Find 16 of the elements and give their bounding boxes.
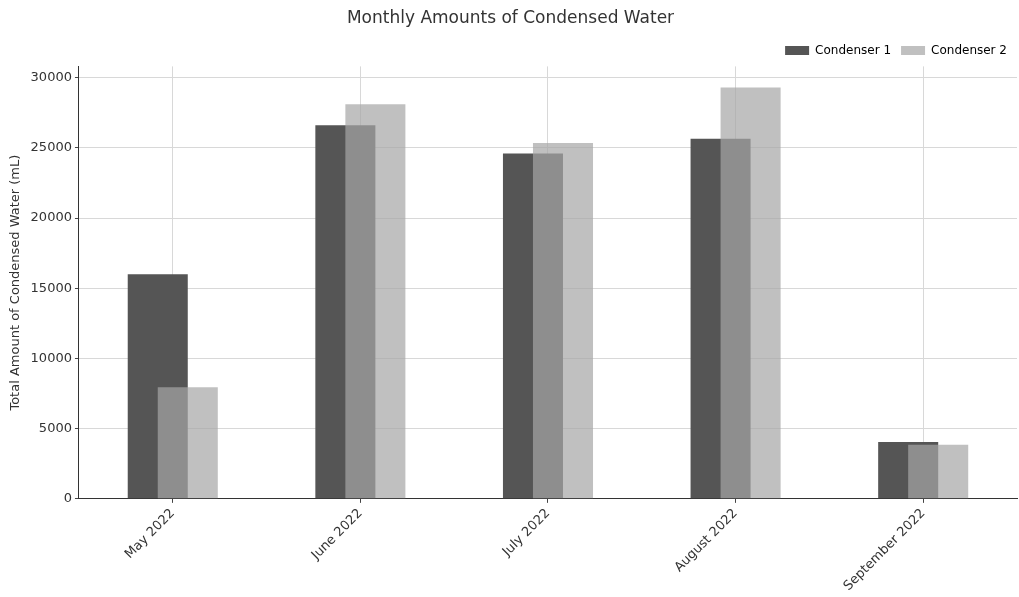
legend-label: Condenser 1 bbox=[815, 42, 892, 57]
bar bbox=[908, 444, 969, 499]
y-axis-title: Total Amount of Condensed Water (mL) bbox=[7, 154, 23, 412]
y-tick-label: 30000 bbox=[30, 69, 72, 85]
legend-label: Condenser 2 bbox=[931, 42, 1007, 57]
bar bbox=[532, 142, 593, 499]
y-tick-label: 0 bbox=[63, 490, 72, 506]
bar bbox=[720, 87, 781, 499]
y-tick-label: 25000 bbox=[30, 139, 72, 155]
bar bbox=[345, 104, 406, 499]
chart-title: Monthly Amounts of Condensed Water bbox=[346, 6, 675, 27]
y-tick-label: 5000 bbox=[38, 420, 72, 436]
y-tick-label: 15000 bbox=[30, 279, 72, 295]
y-tick-label: 20000 bbox=[30, 209, 72, 225]
y-tick-label: 10000 bbox=[30, 349, 72, 365]
bar bbox=[157, 387, 218, 499]
